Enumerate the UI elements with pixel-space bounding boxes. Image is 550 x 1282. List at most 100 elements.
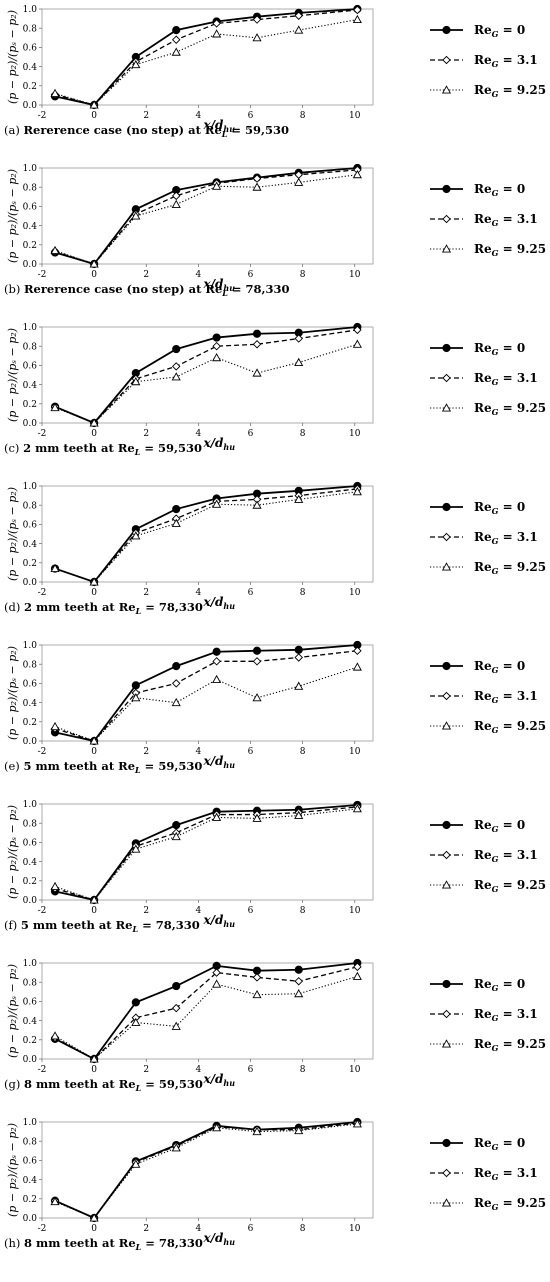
legend-open-triangle-marker [441,721,452,730]
open-triangle-marker [212,674,222,684]
x-tick-label: 4 [196,1065,202,1075]
y-tick-label: 0.6 [23,1157,38,1167]
y-tick-label: 0.4 [23,858,38,868]
x-tick-label: -2 [38,429,47,439]
x-axis-label: x/dhu [202,436,235,452]
y-tick-label: 0.8 [23,501,38,511]
y-tick-label: 1.0 [23,323,38,333]
legend-filled-circle-marker [442,820,451,830]
x-tick-label: 0 [91,270,97,280]
x-tick-label: 6 [248,906,254,916]
legend-open-triangle-marker [441,403,452,412]
chart-panel-c: 0.0 0.2 0.4 0.6 0.8 1.0 -2 0 2 4 6 8 10 (p − p₂)/(pₛ … [4,322,546,457]
y-tick-label: 1.0 [23,482,38,492]
legend-open-diamond-marker [442,1009,451,1019]
open-triangle-marker [89,1054,99,1063]
open-triangle-marker [352,804,362,813]
open-triangle-marker [212,181,222,190]
legend-entry-1: ReG = 0 [430,23,525,39]
series-line-1 [54,167,358,266]
open-triangle-marker [252,368,262,377]
series-line-3 [54,491,358,583]
open-triangle-marker [131,59,141,69]
filled-circle-marker [294,965,303,974]
legend-entry-1: ReG = 0 [430,182,525,198]
x-tick-label: 10 [349,906,361,916]
x-tick-label: 0 [91,588,97,598]
open-triangle-marker [252,989,262,999]
open-diamond-marker [171,362,181,371]
x-tick-label: 8 [300,1224,306,1234]
legend-label: ReG = 9.25 [474,1196,546,1212]
legend-entry-2: ReG = 3.1 [430,689,538,705]
legend-entry-3: ReG = 9.25 [430,560,546,576]
open-triangle-marker [131,1017,141,1027]
y-tick-label: 0.0 [23,260,38,270]
legend-open-diamond-marker [442,373,451,383]
y-tick-label: 0.4 [23,540,38,550]
open-triangle-marker [352,971,362,980]
y-tick-label: 0.0 [23,896,38,906]
x-tick-label: -2 [38,1065,47,1075]
open-triangle-marker [171,1021,181,1030]
y-axis-label: (p − p₂)/(pₛ − p₂) [6,487,19,581]
x-tick-label: 2 [143,270,149,280]
x-tick-label: 10 [349,429,361,439]
open-triangle-marker [89,736,99,745]
open-diamond-marker [212,341,221,351]
open-triangle-marker [171,1143,181,1152]
x-tick-label: 10 [349,747,361,757]
open-triangle-marker [352,14,362,24]
y-tick-label: 0.8 [23,183,38,193]
open-triangle-marker [50,245,60,255]
legend-filled-circle-marker [442,25,451,35]
open-diamond-marker [294,334,303,343]
x-tick-label: 8 [300,1065,306,1075]
panel-caption: (a) Rererence case (no step) at ReL = 59… [4,123,289,139]
series-line-3 [54,343,358,424]
x-tick-label: -2 [38,270,47,280]
open-triangle-marker [252,182,262,191]
legend-entry-1: ReG = 0 [430,500,525,516]
open-triangle-marker [50,88,60,97]
y-tick-label: 0.8 [23,660,38,670]
x-tick-label: 4 [196,747,202,757]
filled-circle-marker [172,662,181,671]
open-triangle-marker [252,813,262,822]
legend-entry-3: ReG = 9.25 [430,1196,546,1212]
open-triangle-marker [212,979,222,988]
open-triangle-marker [294,1125,304,1135]
legend-label: ReG = 9.25 [474,242,546,258]
legend-entry-3: ReG = 9.25 [430,719,546,735]
legend-label: ReG = 9.25 [474,401,546,417]
series-line-1 [54,962,358,1061]
series-line-2 [54,329,358,424]
series-line-1 [54,644,358,743]
legend-entry-2: ReG = 3.1 [430,530,538,546]
x-tick-label: 0 [91,1224,97,1234]
x-tick-label: 6 [248,747,254,757]
filled-circle-marker [172,26,181,35]
y-tick-label: 0.6 [23,362,38,372]
series-line-2 [54,650,358,742]
open-triangle-marker [50,402,60,412]
series-line-3 [54,174,358,265]
open-diamond-marker [353,646,362,655]
legend-label: ReG = 3.1 [474,212,538,228]
open-triangle-marker [352,487,362,496]
open-diamond-marker [212,968,221,977]
y-tick-label: 0.2 [23,1036,37,1046]
legend-filled-circle-marker [442,661,451,671]
legend-label: ReG = 3.1 [474,689,538,705]
open-triangle-marker [252,33,262,42]
open-diamond-marker [294,11,303,20]
open-triangle-marker [294,357,304,367]
filled-circle-marker [172,344,181,354]
open-triangle-marker [50,1196,60,1206]
legend-open-triangle-marker [441,880,452,889]
y-tick-label: 0.6 [23,203,38,213]
x-tick-label: 6 [248,588,254,598]
x-tick-label: -2 [38,588,47,598]
open-diamond-marker [171,35,181,44]
